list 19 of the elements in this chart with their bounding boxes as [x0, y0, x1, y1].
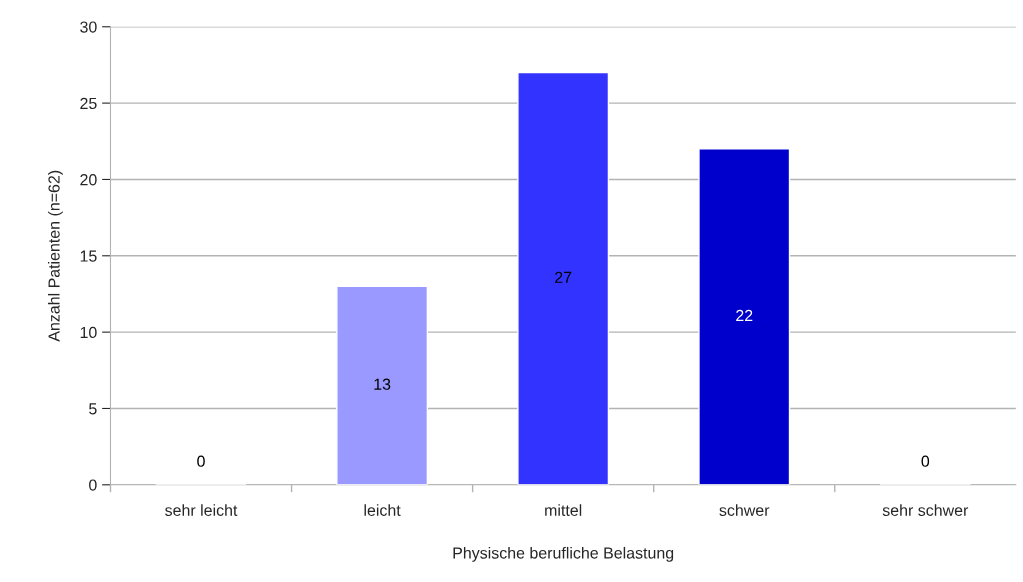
x-axis-title: Physische berufliche Belastung — [453, 546, 674, 562]
y-tick-label: 0 — [89, 479, 97, 491]
x-tick-label: leicht — [364, 504, 401, 516]
y-tick-label: 25 — [80, 97, 97, 110]
x-tick-label: sehr schwer — [882, 504, 969, 516]
x-tick-label: mittel — [545, 504, 582, 516]
y-tick-label: 15 — [80, 250, 97, 262]
y-tick-label: 10 — [80, 326, 97, 339]
data-label: 13 — [374, 378, 391, 390]
y-axis-title: Anzahl Patienten (n=62) — [47, 170, 63, 342]
y-tick-label: 20 — [80, 174, 97, 186]
data-label: 0 — [197, 455, 205, 467]
data-label: 22 — [736, 309, 753, 321]
data-label: 0 — [921, 455, 930, 467]
y-tick-label: 5 — [89, 403, 97, 415]
x-tick-label: sehr leicht — [165, 504, 238, 516]
data-label: 27 — [555, 271, 572, 283]
x-tick-label: schwer — [719, 504, 770, 516]
y-tick-label: 30 — [80, 21, 97, 33]
